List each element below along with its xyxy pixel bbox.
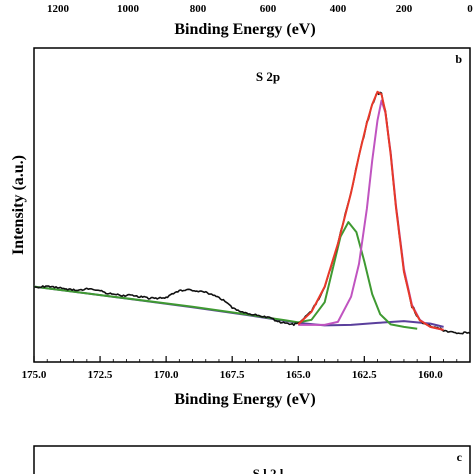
x-tick-label: 160.0 (418, 369, 443, 381)
x-tick-label: 167.5 (220, 369, 245, 381)
top-tick-label: 400 (330, 3, 347, 15)
y-axis-title: Intensity (a.u.) (10, 155, 27, 255)
x-tick-label: 165.0 (286, 369, 311, 381)
panel-c-title: S l 2 l (253, 466, 284, 474)
top-tick-label: 600 (260, 3, 277, 15)
panel-b: S 2p b Intensity (a.u.) 175.0 172.5 170.0 1… (10, 47, 471, 408)
x-tick-label: 175.0 (22, 369, 47, 381)
top-tick-label: 0 (467, 3, 473, 15)
x-axis: 175.0 172.5 170.0 167.5 165.0 162.5 160.0 (22, 356, 471, 381)
plot-frame (33, 47, 471, 363)
panel-letter: b (455, 52, 462, 66)
series-line-background (33, 285, 444, 328)
x-tick-label: 162.5 (352, 369, 377, 381)
x-tick-label: 172.5 (88, 369, 113, 381)
top-tick-label: 1200 (47, 3, 70, 15)
series-line-raw (33, 91, 471, 335)
panel-c-frame (33, 445, 471, 474)
panel-c: S l 2 l c (33, 445, 471, 474)
chart-title: S 2p (256, 69, 280, 84)
series-line-envelope (297, 90, 444, 331)
top-tick-label: 200 (396, 3, 413, 15)
x-tick-label: 170.0 (154, 369, 179, 381)
top-tick-label: 800 (190, 3, 207, 15)
panel-c-letter: c (457, 450, 463, 464)
top-panel: 1200 1000 800 600 400 200 0 Binding Ener… (47, 3, 473, 38)
x-axis-title: Binding Energy (eV) (174, 391, 315, 408)
series-line-peak-2 (33, 221, 418, 330)
top-tick-label: 1000 (117, 3, 140, 15)
top-x-axis-title: Binding Energy (eV) (174, 21, 315, 38)
series-layer (33, 90, 471, 335)
